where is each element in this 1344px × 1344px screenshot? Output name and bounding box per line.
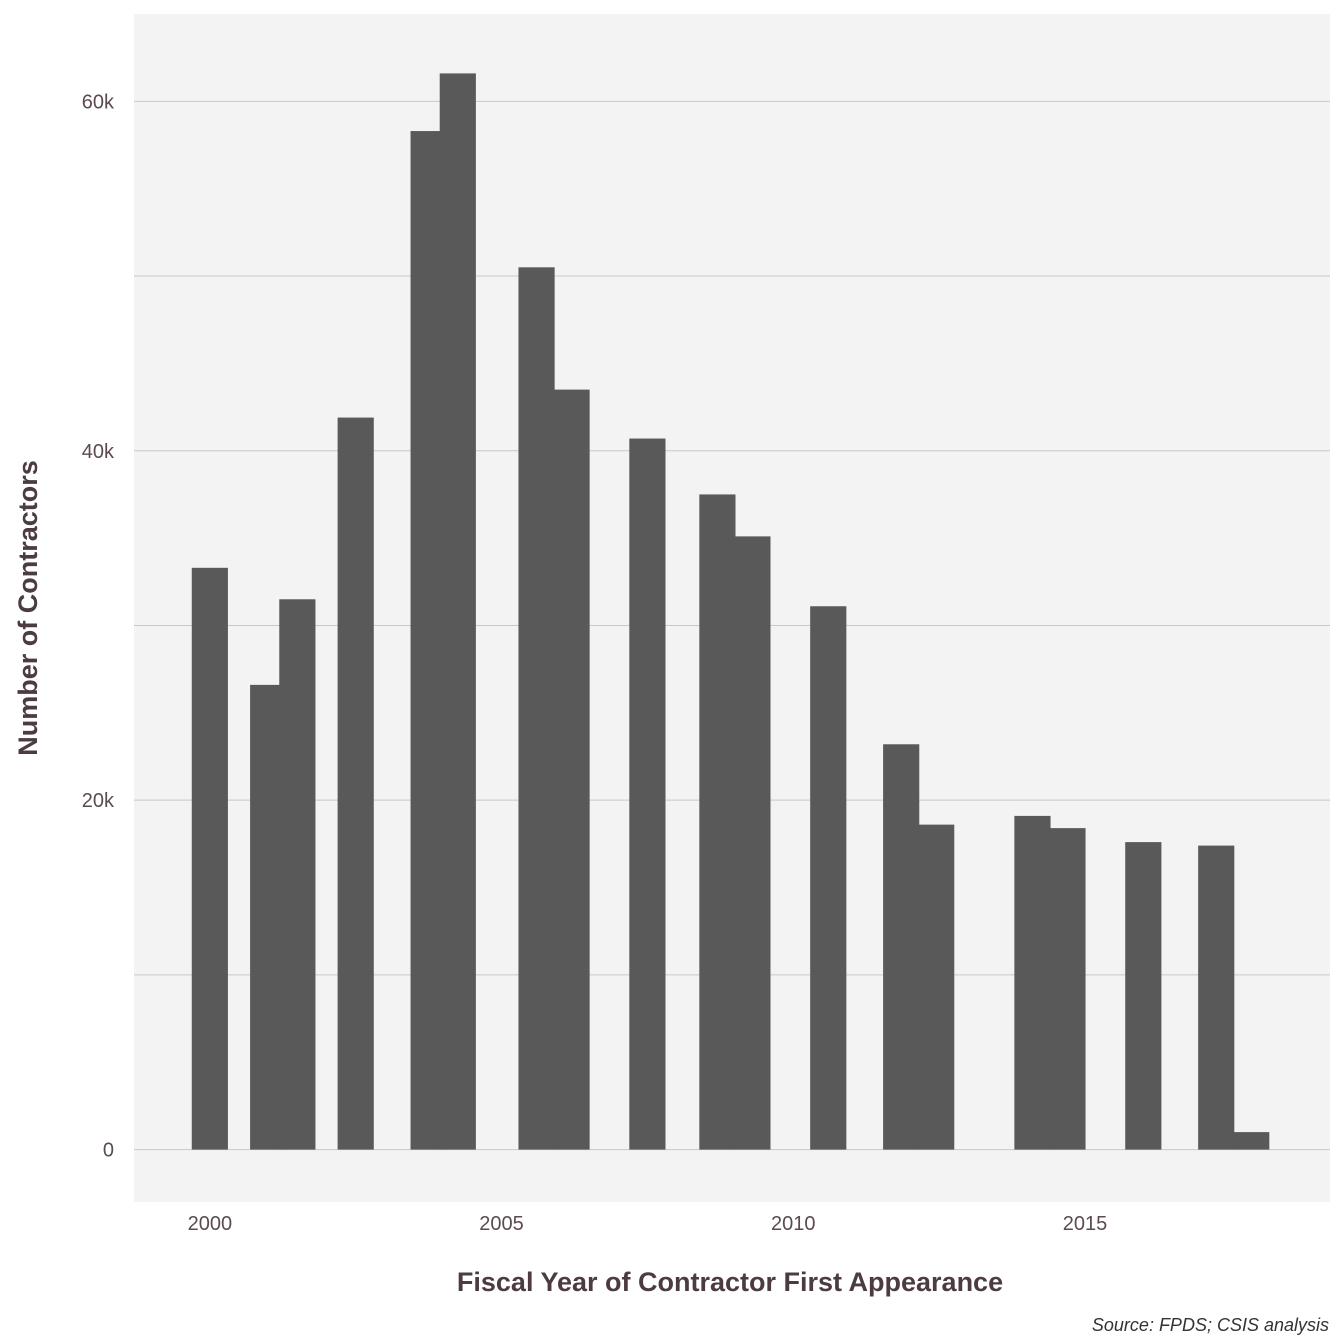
bar — [883, 744, 920, 1150]
bar — [734, 536, 771, 1150]
source-caption: Source: FPDS; CSIS analysis — [1092, 1315, 1329, 1335]
bar — [1233, 1132, 1270, 1150]
bar — [439, 73, 476, 1150]
bar — [1125, 842, 1162, 1150]
bar — [518, 267, 555, 1150]
bar — [699, 494, 736, 1150]
bar — [279, 599, 316, 1150]
x-axis-ticks: 2000 2005 2010 2015 — [188, 1213, 1108, 1235]
x-tick-label: 2015 — [1063, 1213, 1108, 1235]
y-tick-label: 60k — [82, 91, 115, 113]
bar — [1198, 845, 1235, 1150]
y-tick-label: 40k — [82, 441, 115, 463]
bar — [1014, 815, 1051, 1150]
bar — [629, 438, 666, 1150]
x-tick-label: 2010 — [771, 1213, 816, 1235]
x-tick-label: 2005 — [479, 1213, 524, 1235]
bar — [191, 567, 228, 1150]
y-axis-ticks: 0 20k 40k 60k — [82, 91, 115, 1161]
y-tick-label: 20k — [82, 790, 115, 812]
bar — [337, 417, 374, 1150]
y-tick-label: 0 — [103, 1140, 114, 1162]
x-tick-label: 2000 — [188, 1213, 233, 1235]
y-axis-title: Number of Contractors — [13, 460, 43, 756]
x-axis-title: Fiscal Year of Contractor First Appearan… — [457, 1267, 1003, 1297]
bar — [1049, 828, 1086, 1150]
bar — [553, 389, 590, 1150]
bar — [810, 606, 847, 1150]
bars — [191, 73, 1270, 1150]
bar — [918, 824, 955, 1150]
